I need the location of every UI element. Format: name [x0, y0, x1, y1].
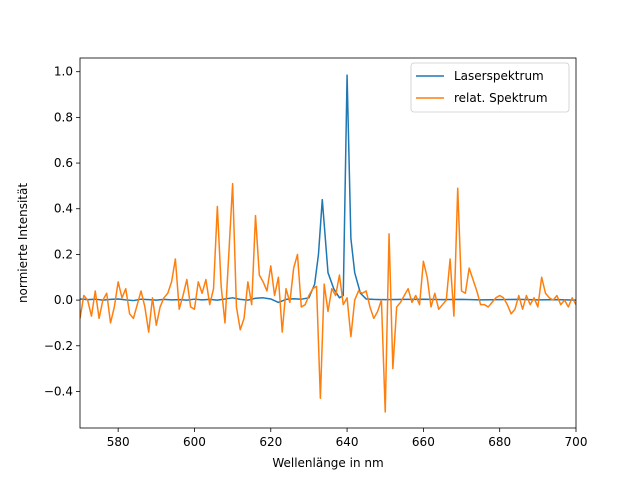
x-tick-label: 660 [412, 435, 435, 449]
x-tick-label: 580 [107, 435, 130, 449]
y-tick-label: 1.0 [54, 65, 73, 79]
legend-box [410, 62, 570, 113]
x-tick-label: 620 [259, 435, 282, 449]
series-line-laserspektrum [80, 74, 576, 304]
y-tick-label: 0.0 [54, 293, 73, 307]
legend-label-laserspektrum: Laserspektrum [454, 69, 544, 83]
series-line-relat-spektrum [80, 182, 576, 413]
y-tick-label: −0.2 [44, 339, 73, 353]
x-tick-label: 600 [183, 435, 206, 449]
y-tick-label: 0.2 [54, 247, 73, 261]
y-tick-label: 0.6 [54, 156, 73, 170]
y-tick-label: 0.4 [54, 202, 73, 216]
y-axis: −0.4 −0.2 0.0 0.2 0.4 0.6 0.8 1.0 [44, 65, 80, 398]
x-axis-label: Wellenlänge in nm [272, 456, 383, 470]
x-tick-label: 640 [336, 435, 359, 449]
plot-frame [79, 57, 577, 429]
x-tick-label: 700 [565, 435, 588, 449]
x-axis: 580 600 620 640 660 680 700 [107, 428, 588, 449]
y-tick-label: −0.4 [44, 384, 73, 398]
y-tick-label: 0.8 [54, 110, 73, 124]
y-axis-label: normierte Intensität [16, 183, 30, 303]
legend: Laserspektrum relat. Spektrum [410, 62, 570, 113]
series-group [80, 74, 576, 413]
legend-label-relat-spektrum: relat. Spektrum [454, 91, 548, 105]
x-tick-label: 680 [488, 435, 511, 449]
